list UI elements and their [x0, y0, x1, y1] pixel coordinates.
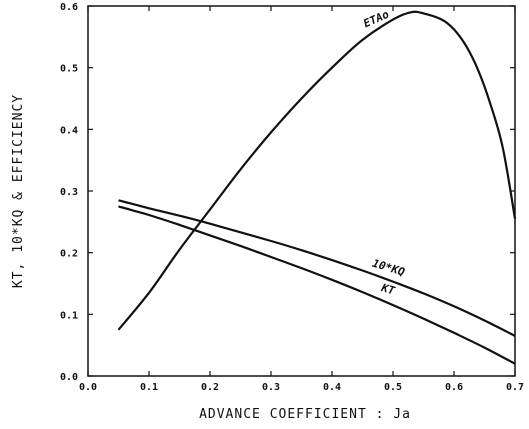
y-axis-ticks: 0.0 0.1 0.2 0.3 0.4 0.5 0.6 — [60, 2, 515, 383]
x-tick-label: 0.3 — [262, 382, 280, 393]
y-tick-label: 0.2 — [60, 249, 78, 260]
y-tick-label: 0.5 — [60, 64, 78, 75]
curve-kt — [118, 205, 516, 365]
curve-label-kt: KT — [379, 281, 397, 298]
x-tick-label: 0.7 — [506, 382, 524, 393]
y-tick-label: 0.1 — [60, 310, 78, 321]
x-tick-label: 0.0 — [79, 382, 97, 393]
y-tick-label: 0.4 — [60, 125, 78, 136]
y-axis-title: KT, 10*KQ & EFFICIENCY — [11, 94, 26, 288]
x-tick-label: 0.5 — [384, 382, 402, 393]
x-tick-label: 0.2 — [201, 382, 219, 393]
x-tick-label: 0.6 — [445, 382, 463, 393]
y-tick-label: 0.0 — [60, 372, 78, 383]
curve-label-etao: ETAo — [361, 8, 391, 31]
x-tick-label: 0.1 — [140, 382, 158, 393]
x-axis-ticks: 0.0 0.1 0.2 0.3 0.4 0.5 0.6 0.7 — [79, 6, 524, 393]
x-axis-title: ADVANCE COEFFICIENT : Ja — [199, 407, 411, 422]
curve-10-kq — [118, 199, 516, 337]
plot-frame — [87, 5, 516, 377]
curves — [117, 10, 517, 365]
x-tick-label: 0.4 — [323, 382, 341, 393]
y-tick-label: 0.3 — [60, 187, 78, 198]
curve-etao — [117, 10, 517, 331]
y-tick-label: 0.6 — [60, 2, 78, 13]
